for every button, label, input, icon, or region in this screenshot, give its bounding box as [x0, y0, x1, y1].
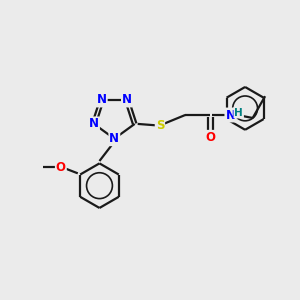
Text: N: N [109, 132, 119, 145]
Text: N: N [97, 94, 107, 106]
Text: O: O [56, 160, 66, 174]
Text: N: N [225, 109, 236, 122]
Text: N: N [122, 94, 132, 106]
Text: O: O [206, 131, 215, 144]
Text: S: S [156, 119, 164, 132]
Text: N: N [89, 117, 99, 130]
Text: H: H [234, 108, 243, 118]
